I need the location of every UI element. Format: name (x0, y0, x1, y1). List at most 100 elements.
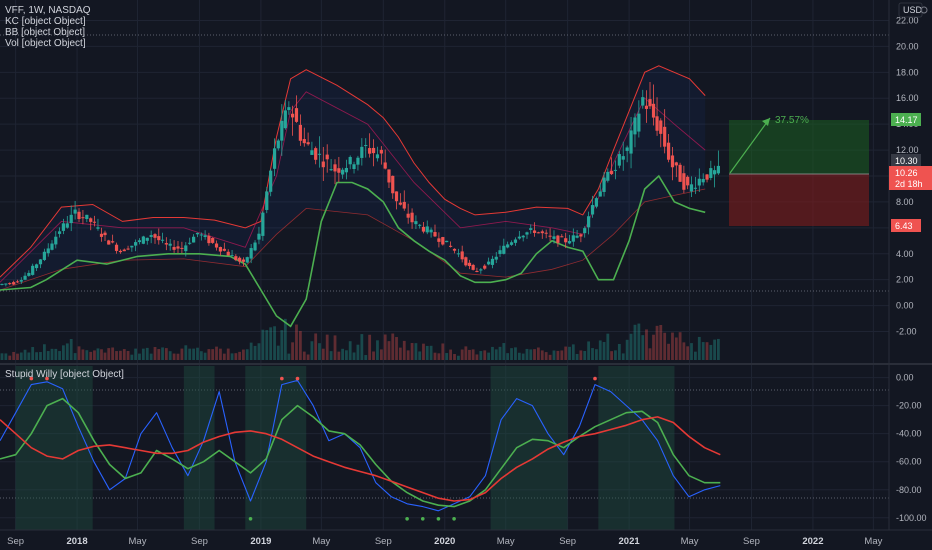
volume-bar (533, 349, 536, 360)
candle-body (625, 147, 629, 151)
legend-vol[interactable]: Vol [object Object] (5, 38, 86, 49)
candle-body (425, 226, 429, 233)
volume-bar (93, 350, 96, 360)
candle-body (211, 237, 215, 243)
volume-bar (502, 343, 506, 360)
volume-bar (168, 351, 172, 360)
volume-bar (598, 340, 602, 360)
volume-bar (356, 344, 360, 360)
volume-bar (145, 347, 149, 360)
volume-bar (540, 350, 544, 360)
candle-body (145, 237, 149, 241)
candle-body (644, 105, 649, 109)
settings-icon[interactable] (920, 6, 928, 14)
legend-kc[interactable]: KC [object Object] (5, 16, 86, 27)
volume-bar (298, 331, 302, 360)
target-percent-label: 37.57% (775, 115, 809, 126)
candle-body (0, 283, 4, 285)
candle-body (298, 124, 302, 141)
volume-bar (273, 326, 276, 360)
candle-body (157, 236, 161, 241)
candle-body (348, 157, 352, 165)
candle-body (633, 117, 637, 135)
volume-bar (306, 354, 310, 360)
volume-bar (418, 351, 422, 360)
candle-body (356, 157, 360, 165)
volume-bar (50, 348, 54, 360)
volume-bar (310, 341, 314, 360)
legend-osc[interactable]: Stupid Willy [object Object] (5, 369, 124, 380)
candle-body (475, 271, 479, 273)
time-tick-label: Sep (743, 536, 760, 547)
volume-bar (414, 343, 418, 360)
candle-body (398, 202, 402, 205)
candle-body (287, 107, 291, 111)
candle-body (674, 162, 678, 166)
candle-body (368, 148, 372, 154)
candle-body (371, 147, 376, 154)
candle-body (441, 237, 445, 245)
candle-body (544, 232, 548, 234)
volume-bar (548, 354, 552, 360)
volume-bar (149, 353, 153, 360)
candle-body (517, 236, 521, 239)
osc-tick-label: -100.00 (896, 513, 927, 523)
candle-body (383, 162, 387, 169)
candle-body (606, 171, 610, 181)
volume-bar (115, 351, 118, 360)
candle-body (73, 209, 77, 214)
candle-body (394, 191, 399, 202)
indicator-bands (0, 65, 706, 328)
candle-body (249, 248, 253, 259)
candle-body (449, 245, 453, 247)
volume-bar (249, 342, 253, 360)
volume-bar (276, 345, 280, 360)
time-tick-label: Sep (375, 536, 392, 547)
volume-bar (457, 355, 460, 360)
candle-body (38, 259, 43, 265)
candle-body (180, 247, 184, 249)
price-tick-label: 2.00 (896, 275, 914, 285)
time-axis[interactable]: Sep 2018 May Sep 2019 May Sep 2020 May Sep 2021 May… (7, 536, 882, 547)
candle-body (272, 148, 277, 169)
osc-shaded-band (15, 366, 93, 530)
candle-body (548, 235, 552, 237)
candle-body (716, 165, 720, 174)
legend-bb[interactable]: BB [object Object] (5, 27, 86, 38)
currency-badge[interactable] (898, 2, 923, 18)
candle-body (65, 223, 69, 228)
time-tick-label: 2022 (802, 536, 823, 547)
volume-bar (89, 351, 93, 360)
candle-body (329, 169, 333, 171)
currency-label: USD (903, 5, 923, 15)
candle-body (521, 235, 525, 238)
volume-bar (449, 349, 453, 360)
candle-body (705, 174, 709, 180)
candle-body (122, 249, 126, 252)
volume-bar (479, 351, 483, 360)
candle-body (184, 245, 188, 252)
volume-bar (245, 349, 249, 360)
volume-bar (230, 353, 234, 360)
target-zone[interactable] (729, 120, 869, 174)
volume-bar (376, 340, 379, 360)
candle-body (192, 236, 196, 243)
volume-bar (287, 353, 291, 360)
osc-top-dot (593, 376, 597, 381)
osc-tick-label: -80.00 (896, 485, 922, 495)
volume-bar (433, 352, 437, 360)
candle-body (57, 231, 62, 234)
volume-bar (318, 343, 321, 360)
candle-body (556, 235, 560, 243)
stop-zone[interactable] (729, 174, 869, 226)
legend-symbol[interactable]: VFF, 1W, NASDAQ (5, 5, 91, 16)
candle-body (594, 198, 599, 207)
osc-tick-label: -60.00 (896, 457, 922, 467)
volume-bar (130, 354, 134, 360)
oscillator-axis[interactable]: 0.00 -20.00 -40.00 -60.00 -80.00 -100.00 (896, 373, 927, 523)
candle-body (96, 227, 100, 229)
volume-bar (491, 346, 494, 360)
volume-bar (291, 342, 294, 360)
candle-body (536, 232, 540, 234)
